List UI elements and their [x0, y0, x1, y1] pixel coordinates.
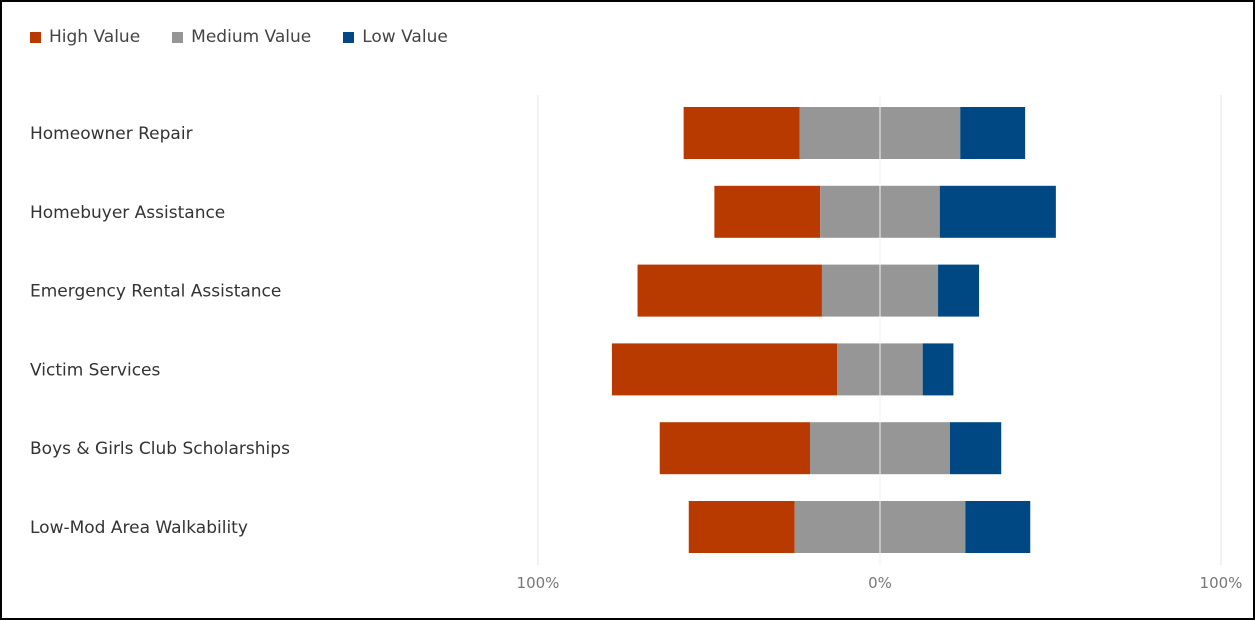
x-tick-label: 0%: [868, 574, 892, 592]
legend-item-low[interactable]: Low Value: [343, 27, 448, 47]
x-tick-label: 100%: [1200, 574, 1243, 592]
legend-swatch-low: [343, 31, 355, 43]
category-label-homebuyer-assistance: Homebuyer Assistance: [30, 203, 225, 223]
bar-high-value-homeowner-repair[interactable]: [683, 107, 800, 159]
category-label-boys-girls-club-scholarships: Boys & Girls Club Scholarships: [30, 439, 290, 459]
legend-swatch-high: [30, 31, 41, 43]
category-label-emergency-rental-assistance: Emergency Rental Assistance: [30, 282, 281, 302]
legend-swatch-medium: [172, 31, 184, 43]
bar-high-value-emergency-rental-assistance[interactable]: [637, 264, 822, 317]
bar-low-value-homeowner-repair[interactable]: [960, 107, 1026, 159]
bar-low-value-emergency-rental-assistance[interactable]: [938, 264, 980, 317]
bar-high-value-homebuyer-assistance[interactable]: [714, 185, 821, 238]
x-tick-label: 100%: [517, 574, 560, 592]
bar-low-value-boys-girls-club-scholarships[interactable]: [950, 422, 1002, 475]
legend-label-medium: Medium Value: [191, 27, 312, 47]
diverging-bar-chart: Homeowner Repair Homebuyer Assistance Emer…: [30, 95, 1243, 592]
bar-high-value-boys-girls-club-scholarships[interactable]: [659, 422, 810, 475]
bar-low-value-low-mod-area-walkability[interactable]: [965, 501, 1031, 553]
legend-label-high: High Value: [49, 27, 141, 47]
category-label-low-mod-area-walkability: Low-Mod Area Walkability: [30, 518, 248, 538]
legend-label-low: Low Value: [362, 27, 448, 47]
legend-item-medium[interactable]: Medium Value: [172, 27, 311, 47]
legend: High Value Medium Value Low Value: [30, 27, 480, 47]
bar-high-value-victim-services[interactable]: [611, 343, 838, 396]
category-label-victim-services: Victim Services: [30, 360, 161, 380]
legend-item-high[interactable]: High Value: [30, 27, 140, 47]
bar-low-value-homebuyer-assistance[interactable]: [939, 185, 1056, 238]
bar-low-value-victim-services[interactable]: [922, 343, 954, 396]
category-label-homeowner-repair: Homeowner Repair: [30, 124, 193, 144]
bar-high-value-low-mod-area-walkability[interactable]: [688, 501, 795, 553]
